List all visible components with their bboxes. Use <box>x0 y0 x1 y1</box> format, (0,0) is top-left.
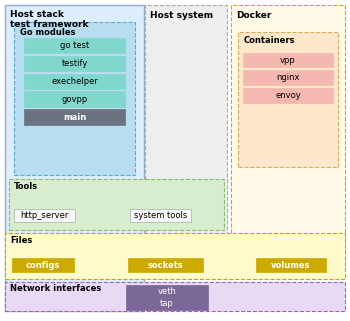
Text: vpp: vpp <box>280 56 296 65</box>
FancyBboxPatch shape <box>5 233 345 279</box>
Text: sockets: sockets <box>147 261 183 270</box>
Text: Containers: Containers <box>243 36 295 45</box>
FancyBboxPatch shape <box>145 5 228 254</box>
FancyBboxPatch shape <box>14 209 75 222</box>
FancyBboxPatch shape <box>243 70 332 85</box>
FancyBboxPatch shape <box>128 258 203 272</box>
Text: veth: veth <box>158 287 176 296</box>
FancyBboxPatch shape <box>243 88 332 103</box>
FancyBboxPatch shape <box>130 209 191 222</box>
Text: Docker: Docker <box>236 11 272 20</box>
FancyBboxPatch shape <box>5 5 144 311</box>
Text: Host stack
test framework: Host stack test framework <box>10 10 89 29</box>
Text: go test: go test <box>60 41 89 50</box>
FancyBboxPatch shape <box>24 91 125 107</box>
FancyBboxPatch shape <box>24 56 125 71</box>
FancyBboxPatch shape <box>5 282 345 311</box>
Text: system tools: system tools <box>133 211 187 220</box>
FancyBboxPatch shape <box>243 53 332 67</box>
Text: tap: tap <box>160 299 174 308</box>
Text: Network interfaces: Network interfaces <box>10 284 102 293</box>
Text: envoy: envoy <box>275 91 301 100</box>
FancyBboxPatch shape <box>14 22 135 175</box>
FancyBboxPatch shape <box>24 109 125 125</box>
Text: govpp: govpp <box>62 95 88 104</box>
FancyBboxPatch shape <box>126 285 208 298</box>
FancyBboxPatch shape <box>238 32 338 167</box>
Text: testify: testify <box>61 59 88 68</box>
Text: Host system: Host system <box>150 11 214 20</box>
FancyBboxPatch shape <box>24 74 125 89</box>
Text: http_server: http_server <box>20 211 69 220</box>
FancyBboxPatch shape <box>126 298 208 310</box>
FancyBboxPatch shape <box>12 258 74 272</box>
FancyBboxPatch shape <box>256 258 326 272</box>
Text: main: main <box>63 113 86 122</box>
Text: nginx: nginx <box>276 73 300 82</box>
Text: volumes: volumes <box>271 261 310 270</box>
FancyBboxPatch shape <box>231 5 345 254</box>
Text: Files: Files <box>10 236 33 245</box>
Text: Tools: Tools <box>14 182 38 191</box>
Text: configs: configs <box>26 261 60 270</box>
FancyBboxPatch shape <box>9 179 224 230</box>
Text: exechelper: exechelper <box>51 77 98 86</box>
Text: Go modules: Go modules <box>20 28 76 37</box>
FancyBboxPatch shape <box>24 38 125 53</box>
